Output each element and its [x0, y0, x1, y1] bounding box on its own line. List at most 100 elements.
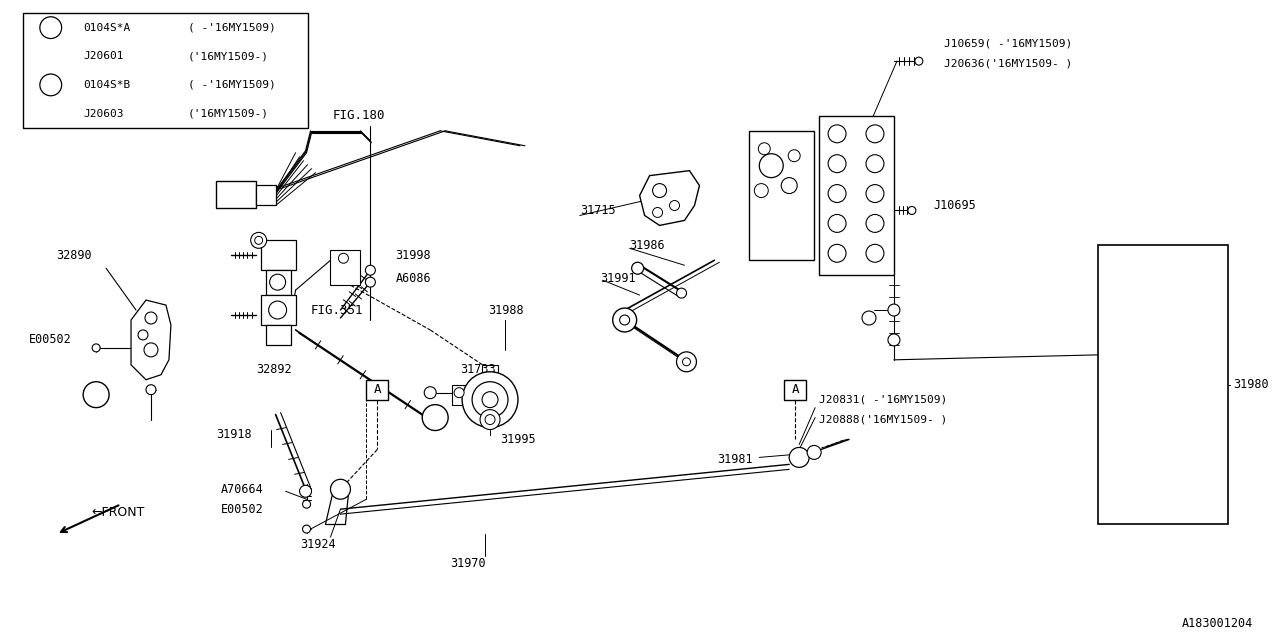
Circle shape — [758, 143, 771, 155]
Bar — [261, 295, 296, 325]
Text: 1: 1 — [47, 22, 54, 33]
Circle shape — [631, 262, 644, 274]
Circle shape — [338, 253, 348, 263]
Text: A183001204: A183001204 — [1181, 617, 1253, 630]
Text: ( -'16MY1509): ( -'16MY1509) — [188, 80, 275, 90]
Text: 32890: 32890 — [56, 249, 92, 262]
Circle shape — [40, 74, 61, 96]
Circle shape — [146, 385, 156, 395]
Polygon shape — [640, 171, 699, 225]
Circle shape — [754, 184, 768, 198]
Circle shape — [454, 388, 465, 397]
Text: A: A — [374, 383, 381, 396]
Circle shape — [480, 410, 500, 429]
Bar — [452, 385, 467, 404]
Circle shape — [828, 244, 846, 262]
Text: J20888('16MY1509- ): J20888('16MY1509- ) — [819, 415, 947, 424]
Text: J10659( -'16MY1509): J10659( -'16MY1509) — [943, 38, 1073, 48]
Text: E00502: E00502 — [29, 333, 72, 346]
Circle shape — [270, 274, 285, 290]
Text: 31733: 31733 — [460, 364, 495, 376]
Bar — [1098, 245, 1228, 524]
Circle shape — [790, 447, 809, 467]
Circle shape — [92, 344, 100, 352]
Circle shape — [808, 445, 822, 460]
Circle shape — [483, 392, 498, 408]
Circle shape — [828, 184, 846, 202]
Circle shape — [269, 301, 287, 319]
Circle shape — [759, 154, 783, 178]
Text: 31981: 31981 — [717, 453, 753, 466]
Circle shape — [302, 525, 311, 533]
Text: 31991: 31991 — [600, 272, 635, 285]
Text: 31995: 31995 — [500, 433, 535, 446]
Circle shape — [867, 184, 884, 202]
Text: 31970: 31970 — [451, 557, 486, 570]
Text: FIG.351: FIG.351 — [311, 303, 364, 317]
Bar — [261, 241, 296, 270]
Text: ( -'16MY1509): ( -'16MY1509) — [188, 22, 275, 33]
Circle shape — [908, 207, 916, 214]
Bar — [785, 380, 806, 399]
Text: ←FRONT: ←FRONT — [91, 506, 145, 518]
Text: J20601: J20601 — [83, 51, 124, 61]
Text: A6086: A6086 — [396, 272, 431, 285]
Circle shape — [145, 312, 157, 324]
Text: 31924: 31924 — [301, 538, 337, 550]
Text: ('16MY1509-): ('16MY1509-) — [188, 109, 269, 118]
Text: J10695: J10695 — [934, 199, 977, 212]
Circle shape — [682, 358, 690, 366]
Text: 0104S*A: 0104S*A — [83, 22, 131, 33]
Circle shape — [365, 277, 375, 287]
Circle shape — [828, 125, 846, 143]
Circle shape — [888, 304, 900, 316]
Text: 2: 2 — [92, 390, 100, 399]
Circle shape — [424, 387, 436, 399]
Circle shape — [828, 155, 846, 173]
Circle shape — [83, 381, 109, 408]
Circle shape — [867, 155, 884, 173]
Circle shape — [888, 334, 900, 346]
Polygon shape — [131, 300, 172, 380]
Circle shape — [677, 288, 686, 298]
Text: 2: 2 — [47, 80, 54, 90]
Circle shape — [677, 352, 696, 372]
Text: E00502: E00502 — [220, 502, 264, 516]
Circle shape — [472, 381, 508, 417]
Circle shape — [424, 413, 438, 426]
Text: FIG.180: FIG.180 — [333, 109, 385, 122]
Text: ('16MY1509-): ('16MY1509-) — [188, 51, 269, 61]
Bar — [366, 380, 388, 399]
Circle shape — [653, 207, 663, 218]
Text: 0104S*B: 0104S*B — [83, 80, 131, 90]
Bar — [483, 365, 498, 375]
Bar — [749, 131, 814, 260]
Circle shape — [867, 125, 884, 143]
Bar — [23, 13, 307, 128]
Circle shape — [653, 184, 667, 198]
Circle shape — [300, 485, 311, 497]
Circle shape — [143, 343, 157, 357]
Circle shape — [40, 17, 61, 38]
Text: A70664: A70664 — [220, 483, 264, 496]
Circle shape — [828, 214, 846, 232]
Circle shape — [330, 479, 351, 499]
Text: J20831( -'16MY1509): J20831( -'16MY1509) — [819, 395, 947, 404]
Circle shape — [365, 265, 375, 275]
Circle shape — [255, 236, 262, 244]
Bar — [819, 116, 893, 275]
Bar — [266, 325, 291, 345]
Circle shape — [867, 244, 884, 262]
Bar — [330, 250, 361, 285]
Circle shape — [915, 57, 923, 65]
Bar — [256, 184, 275, 205]
Text: 31715: 31715 — [580, 204, 616, 217]
Bar — [216, 180, 256, 209]
Text: 31980: 31980 — [1233, 378, 1268, 391]
Bar — [266, 270, 291, 295]
Text: J20636('16MY1509- ): J20636('16MY1509- ) — [943, 58, 1073, 68]
Circle shape — [138, 330, 148, 340]
Circle shape — [251, 232, 266, 248]
Circle shape — [422, 404, 448, 431]
Text: 31986: 31986 — [630, 239, 666, 252]
